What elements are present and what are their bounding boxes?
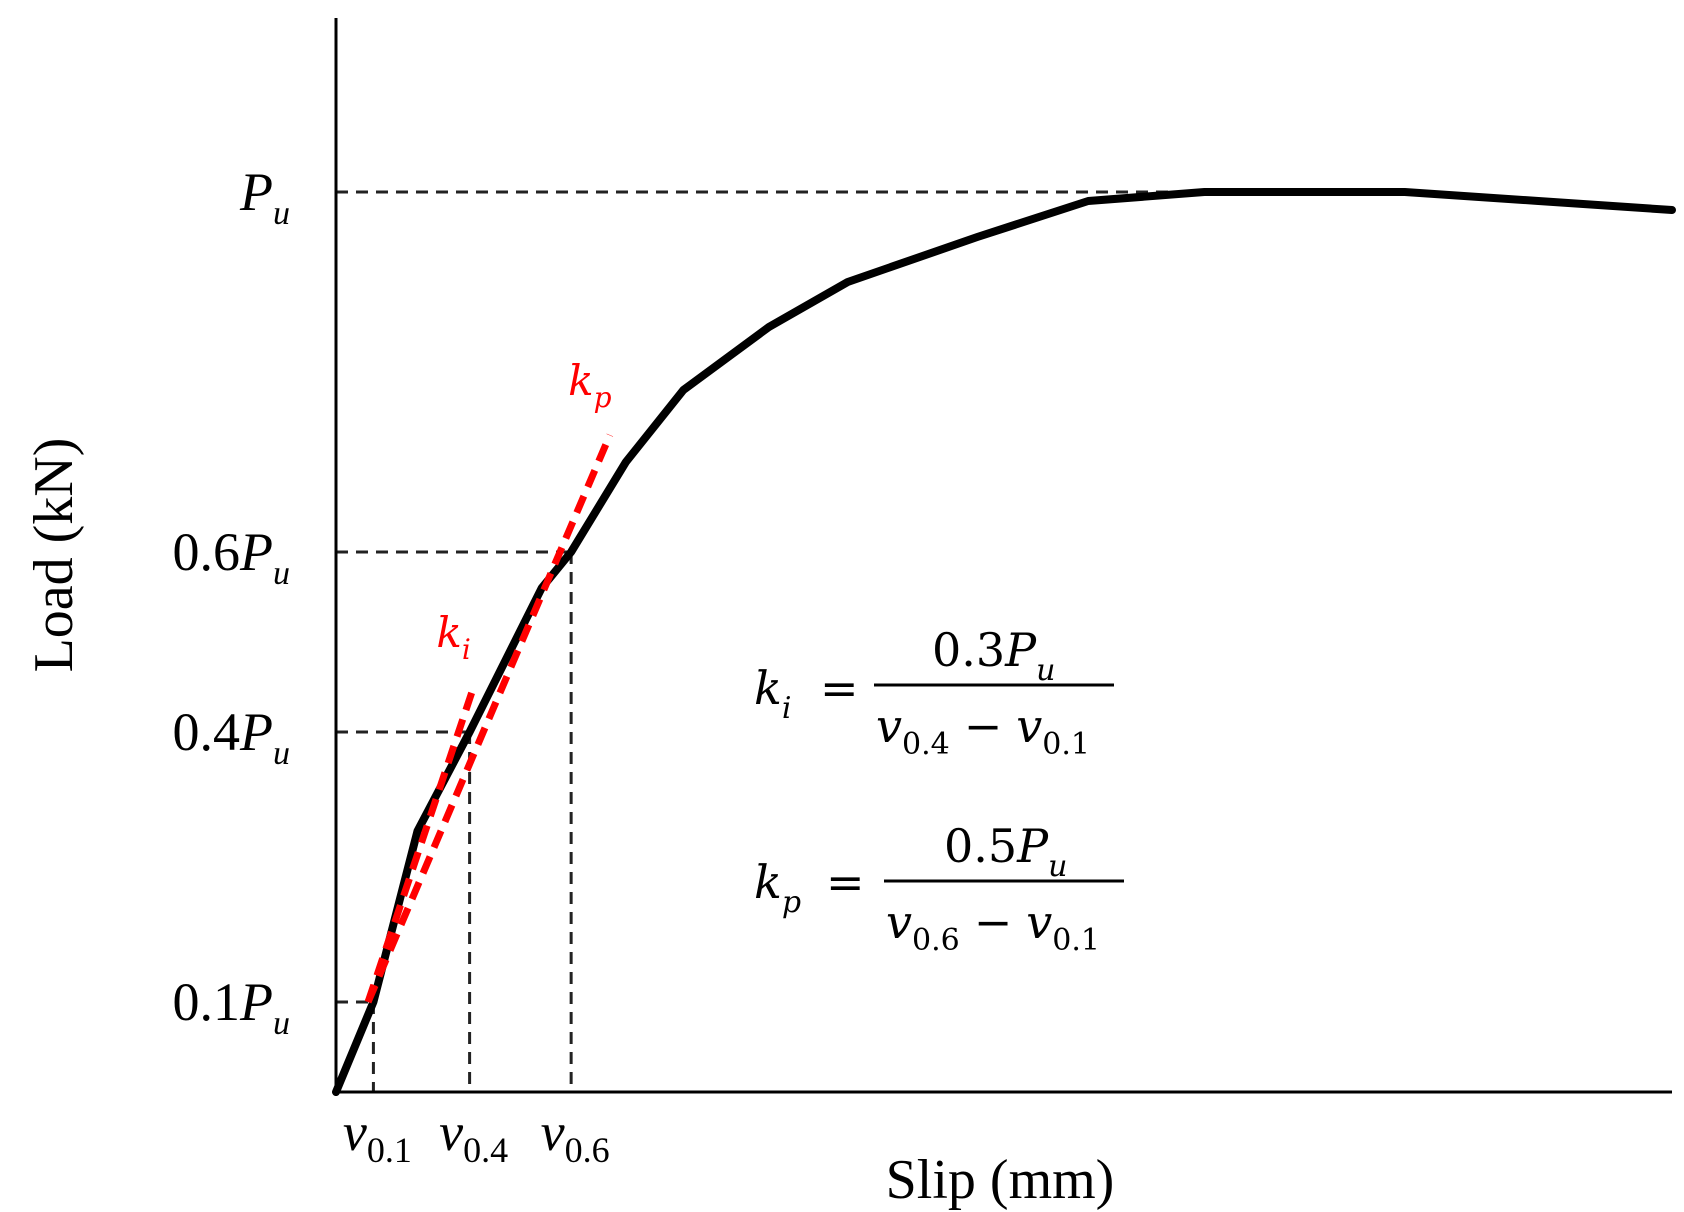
kp-formula-num-prefix: 0.5 xyxy=(944,819,1017,873)
y-axis-title: Load (kN) xyxy=(23,438,85,673)
y-tick-label-p01: 0.1Pu xyxy=(173,972,291,1042)
y-tick-sub-p04: u xyxy=(273,735,290,772)
x-tick-label-v04: v0.4 xyxy=(439,1102,508,1170)
ki-formula-den-sub2: 0.1 xyxy=(1042,727,1090,762)
ki-formula-minus: − xyxy=(964,699,1003,753)
y-tick-var-pu: P xyxy=(239,162,273,222)
ki-formula-lhs-var: k xyxy=(754,661,782,715)
y-tick-prefix-p04: 0.4 xyxy=(173,702,241,762)
kp-formula-den-sub1: 0.6 xyxy=(912,923,960,958)
y-tick-sub-p01: u xyxy=(273,1005,290,1042)
x-tick-label-v01: v0.1 xyxy=(343,1102,412,1170)
secant-label-ki: ki xyxy=(436,608,470,666)
x-tick-label-v06: v0.6 xyxy=(541,1102,610,1170)
kp-formula-num-sub: u xyxy=(1048,849,1067,884)
secant-label-kp: kp xyxy=(568,356,611,414)
y-tick-prefix-p01: 0.1 xyxy=(173,972,241,1032)
y-tick-label-pu: Pu xyxy=(239,162,290,232)
kp-formula-lhs-sub: p xyxy=(782,885,801,920)
kp-formula-minus: − xyxy=(974,895,1013,949)
ki-formula-den-var2: v xyxy=(1016,699,1042,753)
svg-text:v0.6−v0.1: v0.6− v0.1 xyxy=(886,895,1100,958)
y-tick-prefix-p06: 0.6 xyxy=(173,522,241,582)
svg-text:kp: kp xyxy=(754,855,801,920)
x-tick-sub-v06: 0.6 xyxy=(565,1130,610,1170)
svg-text:ki: ki xyxy=(754,661,791,726)
secant-line-kp xyxy=(364,433,614,1004)
svg-text:0.3Pu: 0.3Pu xyxy=(932,623,1055,688)
kp-formula: kp = 0.5Pu v0.6− v0.1 xyxy=(754,819,1124,958)
ki-formula-num-prefix: 0.3 xyxy=(932,623,1005,677)
axes xyxy=(334,18,1672,1094)
kp-formula-equals: = xyxy=(826,855,865,909)
secant-layer xyxy=(364,433,614,1004)
x-axis-title: Slip (mm) xyxy=(886,1149,1115,1211)
ki-formula-equals: = xyxy=(820,661,859,715)
kp-formula-num-var: P xyxy=(1016,819,1049,873)
guide-lines xyxy=(336,190,1205,1092)
kp-formula-den-var2: v xyxy=(1026,895,1052,949)
x-tick-var-v01: v xyxy=(343,1102,367,1162)
secant-label-var-ki: k xyxy=(436,608,461,657)
x-tick-var-v04: v xyxy=(439,1102,463,1162)
x-tick-var-v06: v xyxy=(541,1102,565,1162)
y-tick-var-p06: P xyxy=(239,522,273,582)
secant-label-sub-ki: i xyxy=(462,633,471,666)
ki-formula-num-sub: u xyxy=(1036,653,1055,688)
ki-formula-num-var: P xyxy=(1004,623,1037,677)
secant-label-var-kp: k xyxy=(568,356,593,405)
secant-label-sub-kp: p xyxy=(594,381,612,414)
ki-formula-den-sub1: 0.4 xyxy=(902,727,950,762)
ki-formula-den-var1: v xyxy=(876,699,902,753)
svg-text:0.5Pu: 0.5Pu xyxy=(944,819,1067,884)
kp-formula-den-sub2: 0.1 xyxy=(1052,923,1100,958)
y-tick-label-p04: 0.4Pu xyxy=(173,702,291,772)
y-tick-sub-pu: u xyxy=(273,195,290,232)
ki-formula: ki = 0.3Pu v0.4− v0.1 xyxy=(754,623,1114,762)
y-tick-sub-p06: u xyxy=(273,555,290,592)
y-tick-var-p01: P xyxy=(239,972,273,1032)
kp-formula-lhs-var: k xyxy=(754,855,782,909)
x-tick-sub-v01: 0.1 xyxy=(367,1130,412,1170)
y-tick-label-p06: 0.6Pu xyxy=(173,522,291,592)
svg-text:v0.4−v0.1: v0.4− v0.1 xyxy=(876,699,1090,762)
ki-formula-lhs-sub: i xyxy=(782,691,792,726)
x-tick-sub-v04: 0.4 xyxy=(463,1130,508,1170)
kp-formula-den-var1: v xyxy=(886,895,912,949)
y-tick-var-p04: P xyxy=(239,702,273,762)
